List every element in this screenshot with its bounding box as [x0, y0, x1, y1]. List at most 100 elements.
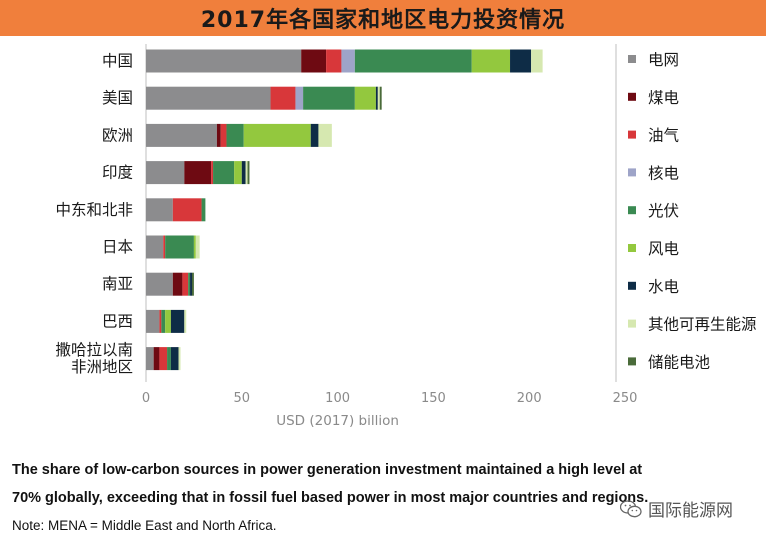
- bar-1-series-5: [354, 49, 472, 73]
- chart-caption: The share of low-carbon sources in power…: [12, 462, 649, 506]
- bar-2-series-7: [375, 86, 378, 110]
- x-tick-label: 250: [613, 391, 638, 406]
- x-axis-title: USD (2017) billion: [276, 413, 399, 429]
- x-tick-label: 150: [421, 391, 446, 406]
- bar-8-series-1: [146, 309, 160, 333]
- bar-4-series-7: [241, 161, 246, 185]
- bar-1-series-7: [510, 49, 532, 73]
- bar-2-series-3: [270, 86, 296, 110]
- x-tick-label: 0: [142, 391, 150, 406]
- bar-9-series-8: [178, 347, 181, 371]
- legend-label: 其他可再生能源: [648, 316, 757, 334]
- bar-3-series-6: [243, 123, 311, 147]
- legend-label: 煤电: [648, 89, 679, 107]
- bar-7-series-5: [188, 272, 191, 296]
- category-label: 中国: [102, 52, 133, 70]
- legend-swatch: [628, 130, 636, 139]
- bar-8-series-6: [165, 309, 171, 333]
- legend-label: 电网: [648, 51, 679, 69]
- bar-9-series-5: [167, 347, 171, 371]
- category-label: 欧洲: [102, 126, 133, 144]
- category-label: 南亚: [102, 275, 133, 293]
- legend-label: 油气: [648, 127, 679, 145]
- bar-3-series-3: [220, 123, 227, 147]
- watermark-text: 国际能源网: [648, 501, 733, 521]
- wechat-icon: [619, 499, 642, 518]
- bar-4-series-8: [245, 161, 248, 185]
- title-bar: 2017年各国家和地区电力投资情况: [0, 0, 766, 36]
- bar-4-series-1: [146, 161, 185, 185]
- bar-8-series-7: [170, 309, 185, 333]
- legend-label: 水电: [648, 278, 679, 296]
- bar-1-series-4: [341, 49, 355, 73]
- chart-note: Note: MENA = Middle East and North Afric…: [12, 518, 277, 533]
- bar-7-series-2: [172, 272, 183, 296]
- page-title: 2017年各国家和地区电力投资情况: [200, 8, 566, 33]
- watermark: 国际能源网: [619, 496, 733, 521]
- bar-2-series-5: [303, 86, 355, 110]
- bar-4-series-5: [213, 161, 235, 185]
- bar-9-series-2: [153, 347, 160, 371]
- bar-4-series-3: [211, 161, 214, 185]
- legend-swatch: [628, 168, 636, 177]
- bar-8-series-3: [159, 309, 162, 333]
- bar-7-series-9: [191, 272, 194, 296]
- category-label: 巴西: [102, 312, 133, 330]
- category-label: 撒哈拉以南: [55, 341, 133, 359]
- legend-swatch: [628, 55, 636, 63]
- bar-9-series-3: [159, 347, 168, 371]
- x-tick-label: 50: [234, 391, 251, 406]
- bar-6-series-5: [165, 235, 194, 259]
- legend-swatch: [628, 357, 636, 366]
- bar-1-series-2: [301, 49, 327, 73]
- bar-3-series-5: [226, 123, 244, 147]
- bar-3-series-7: [310, 123, 319, 147]
- bar-9-series-7: [170, 347, 179, 371]
- bar-2-series-6: [354, 86, 376, 110]
- bar-9-series-1: [146, 347, 154, 371]
- bar-5-series-1: [146, 198, 173, 222]
- bar-3-series-1: [146, 123, 217, 147]
- bar-5-series-5: [201, 198, 206, 222]
- legend-swatch: [628, 319, 636, 328]
- bar-2-series-4: [295, 86, 304, 110]
- legend-swatch: [628, 206, 636, 215]
- bar-4-series-6: [234, 161, 242, 185]
- legend-swatch: [628, 281, 636, 290]
- legend-label: 储能电池: [648, 353, 710, 371]
- bar-4-series-2: [184, 161, 212, 185]
- category-label: 印度: [102, 164, 133, 182]
- bar-1-series-1: [146, 49, 302, 73]
- category-label: 中东和北非: [55, 201, 133, 219]
- x-tick-label: 100: [325, 391, 350, 406]
- x-tick-label: 200: [517, 391, 542, 406]
- bar-7-series-3: [182, 272, 189, 296]
- bar-7-series-1: [146, 272, 173, 296]
- bar-6-series-6: [193, 235, 196, 259]
- bar-1-series-6: [471, 49, 511, 73]
- legend-label: 光伏: [648, 202, 679, 220]
- legend-label: 核电: [648, 164, 679, 182]
- bar-5-series-3: [172, 198, 202, 222]
- bar-8-series-5: [161, 309, 166, 333]
- bar-2-series-1: [146, 86, 271, 110]
- legend-swatch: [628, 244, 636, 252]
- bar-1-series-3: [326, 49, 342, 73]
- bar-1-series-8: [531, 49, 543, 73]
- bar-3-series-2: [216, 123, 221, 147]
- bar-6-series-3: [163, 235, 166, 259]
- legend-swatch: [628, 92, 636, 101]
- bar-2-series-9: [379, 86, 382, 110]
- legend-label: 风电: [648, 240, 679, 258]
- bar-2-series-8: [377, 86, 380, 110]
- bar-3-series-8: [318, 123, 332, 147]
- bar-4-series-9: [247, 161, 250, 185]
- bar-8-series-8: [184, 309, 187, 333]
- bar-7-series-7: [190, 272, 192, 296]
- bar-6-series-1: [146, 235, 164, 259]
- bar-6-series-8: [195, 235, 200, 259]
- category-label: 美国: [102, 89, 133, 107]
- category-label: 非洲地区: [71, 358, 133, 376]
- category-label: 日本: [102, 238, 133, 256]
